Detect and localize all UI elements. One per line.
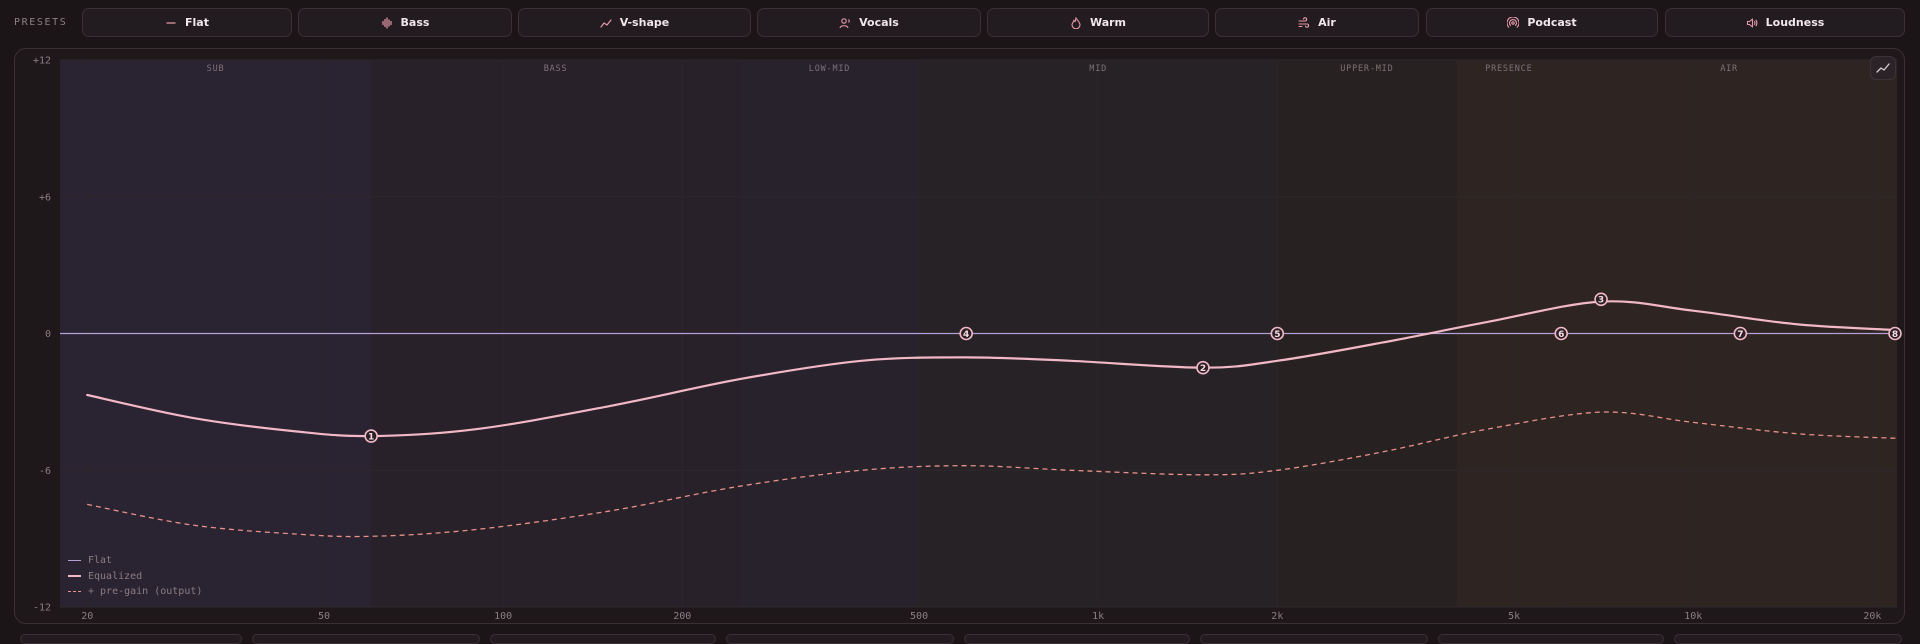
band-label: SUB <box>207 64 225 74</box>
preset-flat-button[interactable]: Flat <box>82 8 292 37</box>
x-tick-label: 5k <box>1508 611 1520 622</box>
preset-podcast-button[interactable]: Podcast <box>1426 8 1658 37</box>
y-tick-label: 0 <box>45 329 51 340</box>
band-label: PRESENCE <box>1485 64 1532 74</box>
broadcast-icon <box>1507 16 1520 29</box>
band-label: LOW-MID <box>809 64 850 74</box>
y-tick-label: -6 <box>39 466 51 477</box>
presets-bar: PRESETS Flat Bass V-shape Vocals <box>0 0 1920 46</box>
eq-node-handle[interactable] <box>959 326 973 341</box>
preset-label: Bass <box>400 16 430 29</box>
legend-item-pregain: + pre-gain (output) <box>68 584 202 600</box>
x-tick-label: 500 <box>910 611 928 622</box>
preset-label: Air <box>1318 16 1336 29</box>
presets-label: PRESETS <box>14 17 68 28</box>
preset-label: Loudness <box>1765 16 1825 29</box>
legend-swatch <box>68 591 81 593</box>
y-tick-label: -12 <box>33 603 51 614</box>
band-label: BASS <box>544 64 568 74</box>
eq-node-label: 5 <box>1274 330 1280 340</box>
x-tick-label: 20k <box>1863 611 1881 622</box>
eq-node-label: 6 <box>1558 330 1564 340</box>
card-edge <box>252 634 480 644</box>
eq-node-label: 2 <box>1200 364 1206 374</box>
chart-toggle-button[interactable] <box>1870 56 1896 80</box>
eq-node-label: 4 <box>963 330 969 340</box>
preset-loudness-button[interactable]: Loudness <box>1665 8 1905 37</box>
eq-node-label: 8 <box>1892 330 1898 340</box>
band-label: AIR <box>1720 64 1738 74</box>
next-section-edge <box>0 634 1920 644</box>
wind-icon <box>1298 16 1310 29</box>
card-edge <box>1200 634 1428 644</box>
speaker-icon <box>1746 17 1758 29</box>
preset-label: V-shape <box>619 16 670 29</box>
chart-legend: Flat Equalized + pre-gain (output) <box>68 553 202 600</box>
preset-vshape-button[interactable]: V-shape <box>518 8 751 37</box>
preset-label: Vocals <box>859 16 899 29</box>
legend-label: + pre-gain (output) <box>88 586 203 598</box>
chart-line-icon <box>1876 63 1890 73</box>
preset-vocals-button[interactable]: Vocals <box>757 8 981 37</box>
x-tick-label: 2k <box>1271 611 1283 622</box>
x-tick-label: 20 <box>81 611 93 622</box>
eq-node-handle[interactable] <box>1888 326 1902 341</box>
eq-node-label: 1 <box>368 432 374 442</box>
y-tick-label: +12 <box>33 56 51 67</box>
eq-node-label: 3 <box>1598 296 1604 306</box>
legend-item-flat: Flat <box>68 553 202 569</box>
series-pregain-line <box>87 411 1898 538</box>
x-tick-label: 50 <box>318 611 330 622</box>
card-edge <box>20 634 242 644</box>
x-tick-label: 100 <box>494 611 512 622</box>
legend-label: Flat <box>88 555 113 567</box>
legend-swatch <box>68 575 81 578</box>
eq-node-handle[interactable] <box>1733 326 1748 341</box>
waveform-icon <box>381 16 393 29</box>
user-voice-icon <box>839 17 851 29</box>
x-tick-label: 1k <box>1092 611 1104 622</box>
band-label: MID <box>1089 64 1107 74</box>
preset-label: Flat <box>185 16 209 29</box>
x-tick-label: 10k <box>1684 611 1702 622</box>
card-edge <box>964 634 1190 644</box>
preset-air-button[interactable]: Air <box>1215 8 1419 37</box>
band-label: UPPER-MID <box>1340 64 1393 74</box>
eq-node-handle[interactable] <box>1594 292 1608 307</box>
y-tick-label: +6 <box>39 192 51 203</box>
eq-node-handle[interactable] <box>1196 360 1210 375</box>
card-edge <box>1438 634 1664 644</box>
preset-label: Podcast <box>1527 16 1577 29</box>
trend-icon <box>600 17 612 29</box>
legend-swatch <box>68 560 81 562</box>
preset-warm-button[interactable]: Warm <box>987 8 1209 37</box>
eq-node-handle[interactable] <box>1554 326 1569 341</box>
card-edge <box>490 634 716 644</box>
card-edge <box>726 634 954 644</box>
dash-icon <box>165 17 177 29</box>
eq-node-handle[interactable] <box>1270 326 1285 341</box>
flame-icon <box>1070 16 1082 29</box>
x-tick-label: 200 <box>673 611 691 622</box>
eq-node-label: 7 <box>1737 330 1743 340</box>
eq-node-handle[interactable] <box>364 429 378 443</box>
card-edge <box>1674 634 1902 644</box>
legend-label: Equalized <box>88 570 143 582</box>
preset-label: Warm <box>1089 16 1127 29</box>
preset-bass-button[interactable]: Bass <box>298 8 512 37</box>
legend-item-equalized: Equalized <box>68 569 202 585</box>
